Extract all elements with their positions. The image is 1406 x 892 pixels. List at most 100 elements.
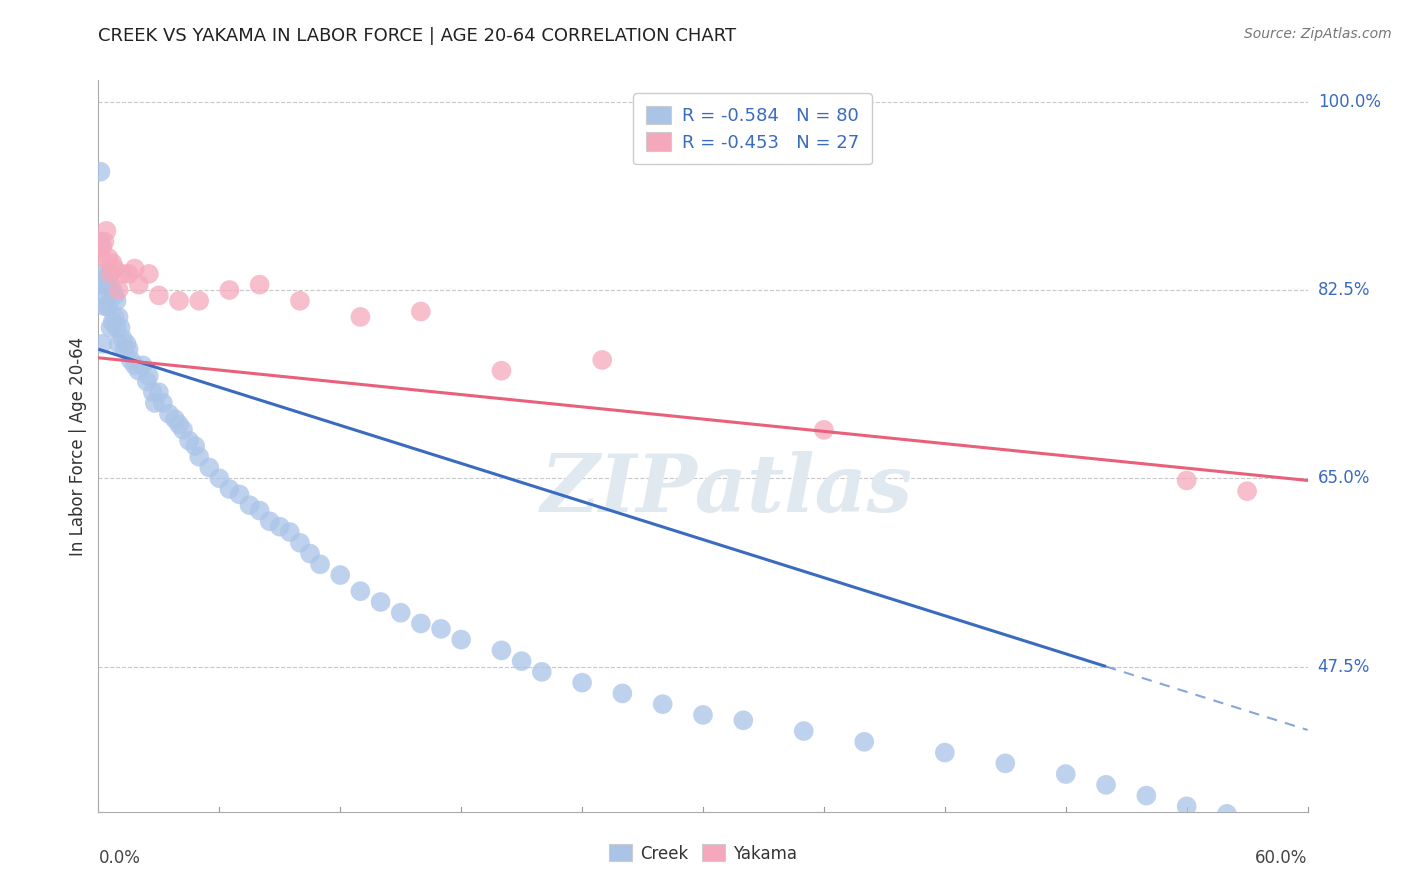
Point xyxy=(124,261,146,276)
Point xyxy=(188,450,211,464)
Point xyxy=(111,267,134,281)
Point xyxy=(733,714,755,728)
Text: Source: ZipAtlas.com: Source: ZipAtlas.com xyxy=(1244,27,1392,41)
Point xyxy=(124,359,146,373)
Point xyxy=(111,331,134,345)
Point xyxy=(96,299,118,313)
Point xyxy=(100,267,122,281)
Point xyxy=(188,293,211,308)
Text: 60.0%: 60.0% xyxy=(1256,849,1308,867)
Point xyxy=(97,283,120,297)
Point xyxy=(114,342,136,356)
Point xyxy=(110,320,132,334)
Legend: Creek, Yakama: Creek, Yakama xyxy=(602,838,804,869)
Point xyxy=(389,606,412,620)
Point xyxy=(97,299,120,313)
Point xyxy=(101,283,124,297)
Point xyxy=(218,283,240,297)
Text: CREEK VS YAKAMA IN LABOR FORCE | AGE 20-64 CORRELATION CHART: CREEK VS YAKAMA IN LABOR FORCE | AGE 20-… xyxy=(98,27,737,45)
Text: 82.5%: 82.5% xyxy=(1317,281,1371,299)
Point xyxy=(120,353,142,368)
Point xyxy=(370,595,392,609)
Point xyxy=(278,524,301,539)
Point xyxy=(103,288,125,302)
Point xyxy=(91,267,114,281)
Point xyxy=(249,503,271,517)
Point xyxy=(118,342,141,356)
Point xyxy=(138,267,160,281)
Point xyxy=(157,407,180,421)
Point xyxy=(107,283,129,297)
Point xyxy=(91,336,114,351)
Point xyxy=(218,482,240,496)
Point xyxy=(591,353,613,368)
Point xyxy=(172,423,194,437)
Point xyxy=(93,235,115,249)
Point xyxy=(208,471,231,485)
Point xyxy=(239,498,262,512)
Point xyxy=(1135,789,1157,803)
Point xyxy=(163,412,186,426)
Point xyxy=(1175,799,1198,814)
Point xyxy=(118,267,141,281)
Text: 100.0%: 100.0% xyxy=(1317,93,1381,111)
Point xyxy=(93,277,115,292)
Point xyxy=(249,277,271,292)
Point xyxy=(103,310,125,324)
Point xyxy=(105,293,128,308)
Point xyxy=(198,460,221,475)
Point xyxy=(491,364,513,378)
Point xyxy=(228,487,250,501)
Point xyxy=(530,665,553,679)
Point xyxy=(571,675,593,690)
Point xyxy=(89,164,111,178)
Point xyxy=(143,396,166,410)
Point xyxy=(269,519,291,533)
Y-axis label: In Labor Force | Age 20-64: In Labor Force | Age 20-64 xyxy=(69,336,87,556)
Point xyxy=(1216,806,1239,821)
Point xyxy=(128,277,150,292)
Point xyxy=(93,288,115,302)
Point xyxy=(101,256,124,270)
Point xyxy=(409,304,432,318)
Point xyxy=(97,267,120,281)
Point xyxy=(491,643,513,657)
Point xyxy=(813,423,835,437)
Point xyxy=(299,547,322,561)
Point xyxy=(1236,484,1258,499)
Point xyxy=(100,267,122,281)
Point xyxy=(349,584,371,599)
Point xyxy=(934,746,956,760)
Point xyxy=(259,514,281,528)
Point xyxy=(853,735,876,749)
Point xyxy=(107,336,129,351)
Point xyxy=(138,369,160,384)
Text: 0.0%: 0.0% xyxy=(98,849,141,867)
Point xyxy=(97,251,120,265)
Point xyxy=(142,385,165,400)
Point xyxy=(132,359,155,373)
Point xyxy=(994,756,1017,771)
Point xyxy=(148,288,170,302)
Point xyxy=(1054,767,1077,781)
Point xyxy=(89,235,111,249)
Point xyxy=(309,558,332,572)
Point xyxy=(450,632,472,647)
Point xyxy=(91,240,114,254)
Point xyxy=(329,568,352,582)
Point xyxy=(651,697,673,711)
Point xyxy=(288,536,311,550)
Point xyxy=(135,375,157,389)
Point xyxy=(349,310,371,324)
Point xyxy=(167,293,190,308)
Text: ZIPatlas: ZIPatlas xyxy=(541,451,914,529)
Point xyxy=(612,686,634,700)
Text: 65.0%: 65.0% xyxy=(1317,469,1369,487)
Point xyxy=(167,417,190,432)
Point xyxy=(1175,474,1198,488)
Point xyxy=(89,251,111,265)
Point xyxy=(105,320,128,334)
Point xyxy=(288,293,311,308)
Point xyxy=(93,299,115,313)
Point xyxy=(100,320,122,334)
